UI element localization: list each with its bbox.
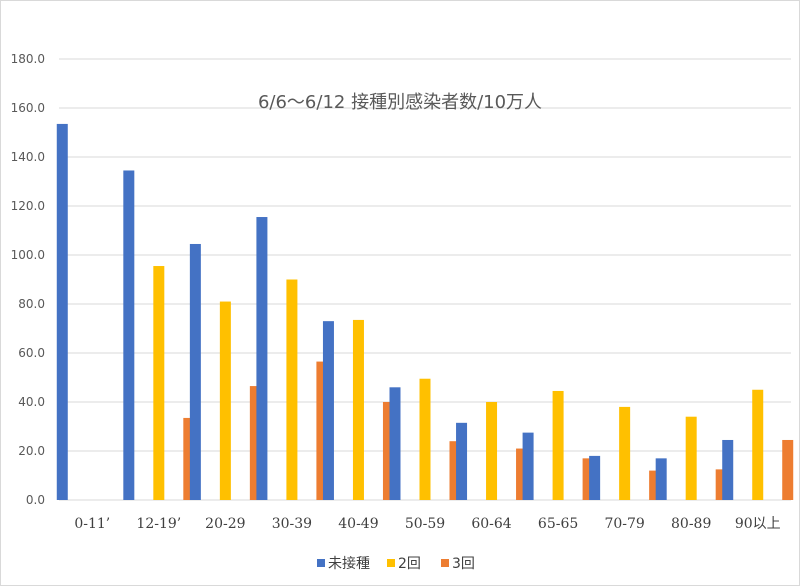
bar <box>189 243 201 500</box>
x-tick-label: 30-39 <box>272 516 312 532</box>
legend-label: 未接種 <box>328 555 370 572</box>
bar <box>589 455 601 500</box>
legend-label: 3回 <box>452 556 475 572</box>
x-tick-label: 50-59 <box>405 516 445 532</box>
chart-title: 6/6～6/12 接種別感染者数/10万人 <box>258 92 542 113</box>
bar <box>419 378 431 500</box>
y-tick-label: 100.0 <box>11 248 45 262</box>
bar <box>352 319 364 500</box>
bar <box>655 458 667 500</box>
bar <box>752 389 764 500</box>
x-tick-label: 0-11’ <box>74 516 110 532</box>
y-tick-label: 160.0 <box>11 101 45 115</box>
bar <box>685 416 697 500</box>
bar <box>715 469 727 500</box>
bar <box>552 390 564 500</box>
bar <box>649 470 661 500</box>
bar <box>286 279 298 500</box>
bar <box>123 170 135 500</box>
x-tick-label: 12-19’ <box>136 516 181 532</box>
y-tick-label: 120.0 <box>11 199 45 213</box>
bars <box>56 123 794 501</box>
x-tick-label: 80-89 <box>671 516 711 532</box>
bar <box>56 123 68 501</box>
y-tick-label: 60.0 <box>18 346 45 360</box>
bar <box>516 448 528 500</box>
bar <box>389 387 401 500</box>
bar <box>249 386 261 500</box>
legend: 未接種 2回 3回 <box>317 555 475 572</box>
y-axis-tick-labels: 0.0 20.0 40.0 60.0 80.0 100.0 120.0 140.0 160.0 1… <box>11 52 45 507</box>
x-axis-tick-labels: 0-11’ 12-19’ 20-29 30-39 40-49 50-59 60-64 65-6… <box>74 516 780 532</box>
legend-swatch <box>387 559 395 567</box>
bar <box>153 266 165 500</box>
bar <box>322 321 334 500</box>
y-tick-label: 0.0 <box>26 493 45 507</box>
bar <box>219 301 231 500</box>
bar <box>619 406 631 500</box>
bar <box>183 417 195 500</box>
gridlines <box>59 58 791 501</box>
legend-swatch <box>317 559 325 567</box>
bar <box>782 439 794 500</box>
bar <box>522 432 534 500</box>
bar <box>449 441 461 500</box>
bar <box>582 458 594 500</box>
bar <box>456 422 468 500</box>
x-tick-label: 65-65 <box>538 516 578 532</box>
x-tick-label: 70-79 <box>604 516 644 532</box>
x-tick-label: 60-64 <box>471 516 511 532</box>
x-tick-label: 20-29 <box>205 516 245 532</box>
bar <box>382 402 394 500</box>
y-tick-label: 20.0 <box>18 444 45 458</box>
bar <box>256 217 268 500</box>
x-tick-label: 40-49 <box>338 516 378 532</box>
legend-label: 2回 <box>398 556 421 572</box>
y-tick-label: 40.0 <box>18 395 45 409</box>
y-tick-label: 140.0 <box>11 150 45 164</box>
x-tick-label: 90以上 <box>735 516 781 532</box>
y-tick-label: 80.0 <box>18 297 45 311</box>
bar <box>486 402 498 500</box>
legend-swatch <box>441 559 449 567</box>
bar <box>722 439 734 500</box>
bar <box>316 361 328 500</box>
y-tick-label: 180.0 <box>11 52 45 66</box>
